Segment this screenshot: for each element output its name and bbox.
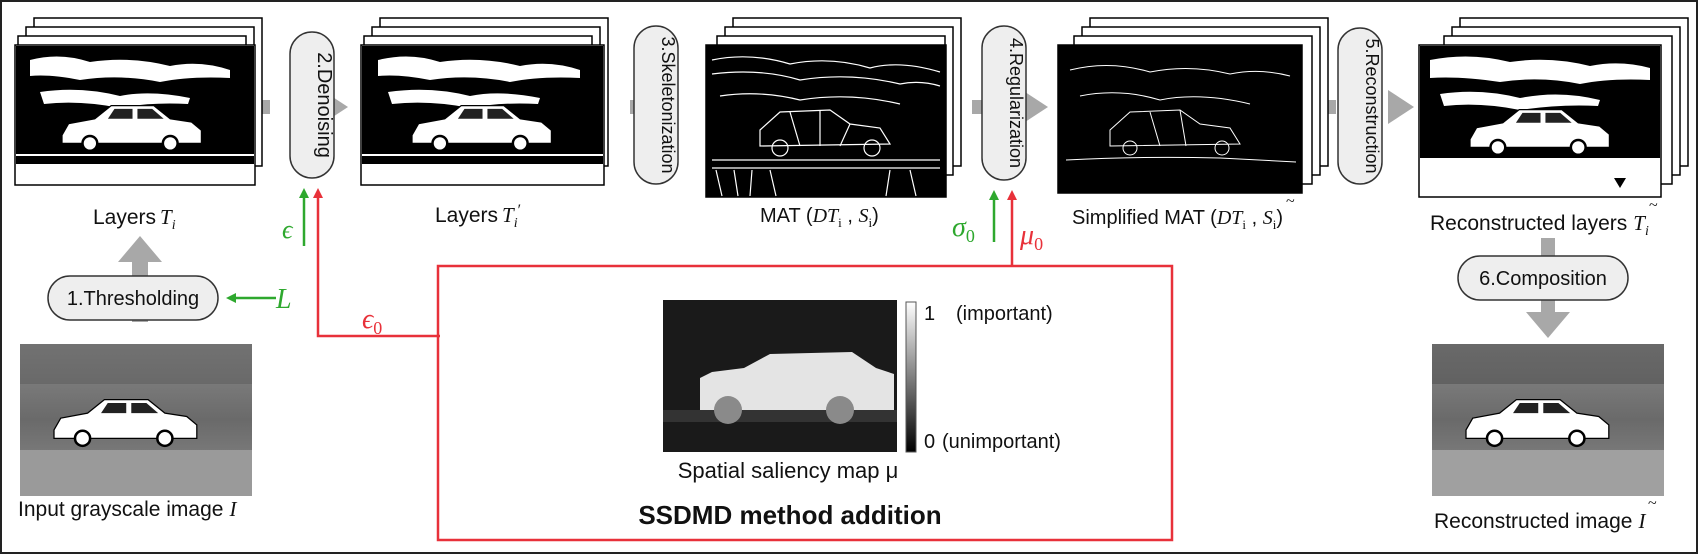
reconstructed-image-label: Reconstructed image I xyxy=(1434,509,1646,533)
arrow-up-head xyxy=(118,236,162,262)
scale-bottom-text: (unimportant) xyxy=(942,431,1061,453)
epsilon0-label: ϵ0 xyxy=(362,304,382,338)
simplified-mat-stack xyxy=(1057,17,1329,194)
layer-thumbnail xyxy=(14,44,256,186)
ssdmd-caption: SSDMD method addition xyxy=(638,500,941,530)
composition-stage: 6.Composition xyxy=(1457,255,1629,301)
simplified-mat-thumbnail xyxy=(1057,44,1303,194)
epsilon0-arrow xyxy=(313,188,440,338)
mat-label: MAT (DTi , Si) xyxy=(760,205,879,230)
denoising-label: 2.Denoising xyxy=(313,52,335,158)
reconstructed-layers-label: Reconstructed layers Ti xyxy=(1430,211,1649,239)
layers-label: Layers Ti xyxy=(93,205,176,233)
layers-stack xyxy=(14,17,263,186)
regularization-stage: 4.Regularization xyxy=(981,25,1027,181)
denoised-layers-label: Layers Ti′ xyxy=(435,202,521,231)
saliency-map-label: Spatial saliency map μ xyxy=(678,458,899,483)
composition-label: 6.Composition xyxy=(1479,268,1607,290)
reconstruction-stage: 5.Reconstruction xyxy=(1337,27,1383,185)
labels: Layers Ti Layers Ti′ MAT (DTi , Si) Simpli… xyxy=(18,193,1658,533)
regularization-label: 4.Regularization xyxy=(1006,38,1026,168)
saliency-scale-bar xyxy=(905,301,917,453)
reconstructed-image xyxy=(1432,344,1664,496)
arrow-head-5 xyxy=(1388,90,1414,124)
denoised-layers-stack xyxy=(360,17,609,186)
saliency-map-image xyxy=(663,300,897,452)
scale-top-text: (important) xyxy=(956,303,1053,325)
skeletonization-stage: 3.Skeletonization xyxy=(633,25,679,185)
scale-bottom-number: 0 xyxy=(924,431,935,453)
skeletonization-label: 3.Skeletonization xyxy=(658,36,678,173)
mu0-label: μ0 xyxy=(1019,220,1043,254)
reconstructed-layer-thumbnail xyxy=(1418,44,1662,198)
input-image-label: Input grayscale image I xyxy=(18,497,237,521)
ssdmd-box xyxy=(436,264,1174,542)
reconstruction-label: 5.Reconstruction xyxy=(1362,38,1382,173)
simplified-mat-label: Simplified MAT (DTi , Si) xyxy=(1072,207,1283,232)
input-image xyxy=(20,344,252,496)
thresholding-label: 1.Thresholding xyxy=(67,288,199,310)
L-label: L xyxy=(275,284,292,315)
epsilon-label: ϵ xyxy=(282,215,294,244)
denoising-stage: 2.Denoising xyxy=(289,31,335,179)
mat-stack xyxy=(705,17,962,198)
tilde-mark: ~ xyxy=(1648,495,1657,512)
scale-top-number: 1 xyxy=(924,303,935,325)
reconstructed-layers-stack xyxy=(1418,17,1689,198)
arrow-down-head xyxy=(1526,312,1570,338)
parameter-arrows xyxy=(226,188,1017,338)
tilde-mark: ~ xyxy=(1286,193,1295,210)
mat-thumbnail xyxy=(705,44,947,198)
denoised-layer-thumbnail xyxy=(360,44,605,186)
tilde-mark: ~ xyxy=(1649,197,1658,214)
thresholding-stage: 1.Thresholding xyxy=(47,275,219,321)
sigma0-label: σ0 xyxy=(952,212,975,246)
arrow-head-4 xyxy=(1022,90,1048,124)
